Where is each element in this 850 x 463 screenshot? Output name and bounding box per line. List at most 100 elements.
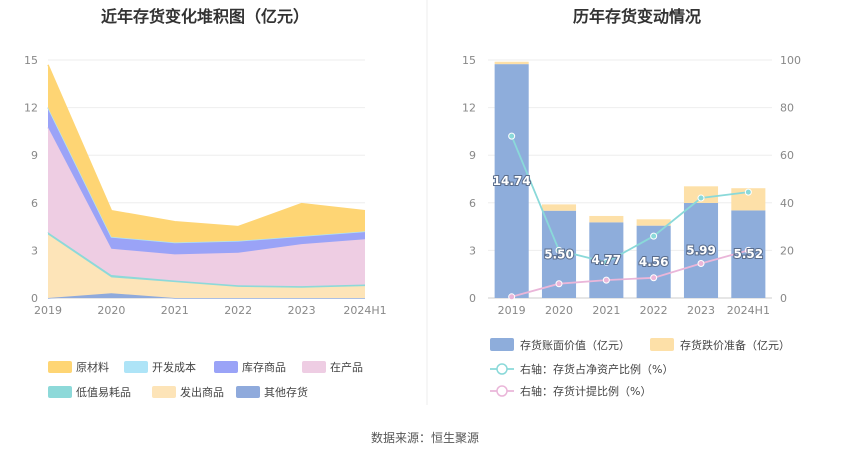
right-x-tick-label: 2019 xyxy=(498,304,526,317)
right-y-axis-left: 0 3 6 9 12 15 xyxy=(462,54,476,305)
bar-data-label: 5.99 xyxy=(686,243,716,257)
line-point-0 xyxy=(602,258,610,266)
left-x-tick-label: 2023 xyxy=(288,304,316,317)
line-point-0 xyxy=(650,232,658,240)
legend-swatch xyxy=(124,361,148,373)
left-y-tick-label: 9 xyxy=(31,149,38,162)
left-x-tick-label: 2019 xyxy=(34,304,62,317)
legend-label: 在产品 xyxy=(330,360,363,374)
legend-label: 低值易耗品 xyxy=(76,386,131,399)
right-x-axis: 2019 2020 2021 2022 2023 2024H1 xyxy=(498,304,770,317)
area-4 xyxy=(48,107,365,255)
line-series-0 xyxy=(510,135,749,264)
bar-data-label: 5.50 xyxy=(544,247,574,261)
line-point-0 xyxy=(508,132,516,140)
line-point-1 xyxy=(697,259,705,267)
legend-swatch xyxy=(302,361,326,373)
right-y2-tick-label: 40 xyxy=(780,197,794,210)
left-x-tick-label: 2022 xyxy=(224,304,252,317)
line-series-1 xyxy=(511,249,749,298)
legend-label: 其他存货 xyxy=(264,385,308,399)
legend-swatch xyxy=(490,338,514,351)
line-point-1 xyxy=(508,293,516,301)
left-x-tick-label: 2024H1 xyxy=(343,304,386,317)
right-y-tick-label: 6 xyxy=(469,197,476,210)
bar-0 xyxy=(683,202,719,298)
area-1 xyxy=(48,234,365,298)
right-y2-tick-label: 0 xyxy=(780,292,787,305)
line-point-1 xyxy=(555,280,563,288)
left-y-tick-label: 0 xyxy=(31,292,38,305)
left-chart-title: 近年存货变化堆积图（亿元） xyxy=(101,7,309,26)
legend-swatch xyxy=(236,386,260,398)
line-point-0 xyxy=(744,188,752,196)
legend-label: 开发成本 xyxy=(152,360,196,374)
area-edge-6 xyxy=(47,64,366,228)
bar-data-label: 14.74 xyxy=(493,174,531,188)
bar-1 xyxy=(636,219,671,226)
line-point-0 xyxy=(555,246,563,254)
left-area-series xyxy=(47,64,366,299)
right-y-tick-label: 12 xyxy=(462,102,476,115)
right-data-labels: 14.74 5.50 4.77 4.56 5.99 5.52 xyxy=(492,173,764,270)
area-6 xyxy=(48,64,365,243)
bar-0 xyxy=(494,64,529,298)
right-bar-series xyxy=(494,61,766,298)
legend-label: 右轴：存货占净资产比例（%） xyxy=(520,362,673,376)
line-point-1 xyxy=(602,276,610,284)
right-x-tick-label: 2023 xyxy=(687,304,715,317)
legend-label: 发出商品 xyxy=(180,385,224,399)
right-y-tick-label: 9 xyxy=(469,149,476,162)
legend-swatch xyxy=(48,361,72,373)
legend-label: 原材料 xyxy=(76,360,109,374)
right-line-series xyxy=(508,132,752,301)
line-point-1 xyxy=(744,246,752,254)
right-chart-title: 历年存货变动情况 xyxy=(573,7,701,26)
bar-data-label: 5.52 xyxy=(734,247,764,261)
bar-data-label: 4.56 xyxy=(639,255,669,269)
right-grid xyxy=(488,59,772,299)
left-y-tick-label: 12 xyxy=(24,102,38,115)
left-x-tick-label: 2020 xyxy=(97,304,125,317)
right-x-tick-label: 2021 xyxy=(592,304,620,317)
line-point-1 xyxy=(650,274,658,282)
bar-1 xyxy=(541,204,577,211)
legend-swatch xyxy=(650,338,674,351)
right-y2-tick-label: 80 xyxy=(780,102,794,115)
left-x-axis: 2019 2020 2021 2022 2023 2024H1 xyxy=(34,304,387,317)
right-y-tick-label: 15 xyxy=(462,54,476,67)
left-x-tick-label: 2021 xyxy=(161,304,189,317)
bar-1 xyxy=(589,215,624,223)
legend-label: 存货账面价值（亿元） xyxy=(520,338,630,352)
right-x-tick-label: 2020 xyxy=(545,304,573,317)
legend-marker xyxy=(496,385,508,397)
right-x-tick-label: 2024H1 xyxy=(727,304,770,317)
right-x-tick-label: 2022 xyxy=(640,304,668,317)
right-y-tick-label: 3 xyxy=(469,244,476,257)
right-y2-tick-label: 20 xyxy=(780,244,794,257)
line-point-0 xyxy=(697,194,705,202)
left-y-tick-label: 15 xyxy=(24,54,38,67)
left-y-axis: 0 3 6 9 12 15 xyxy=(24,54,38,305)
right-legend: 存货账面价值（亿元） 存货跌价准备（亿元） 右轴：存货占净资产比例（%） 右轴：存货计… xyxy=(490,338,790,398)
inventory-bar-line-chart: 历年存货变动情况 14.74 5.50 4.77 4.56 5.99 5.52 0 3 6 9 1… xyxy=(462,7,801,398)
legend-swatch xyxy=(152,386,176,398)
legend-swatch xyxy=(48,386,72,398)
right-y2-tick-label: 100 xyxy=(780,54,801,67)
legend-label: 库存商品 xyxy=(242,360,286,374)
data-source: 数据来源：恒生聚源 xyxy=(371,430,479,445)
bar-data-label: 4.77 xyxy=(592,253,622,267)
legend-marker xyxy=(496,363,508,375)
legend-label: 右轴：存货计提比例（%） xyxy=(520,384,651,398)
right-y-tick-label: 0 xyxy=(469,292,476,305)
left-y-tick-label: 3 xyxy=(31,244,38,257)
left-y-tick-label: 6 xyxy=(31,197,38,210)
bar-1 xyxy=(494,61,529,65)
legend-label: 存货跌价准备（亿元） xyxy=(680,338,790,352)
legend-swatch xyxy=(214,361,238,373)
right-y-axis-right: 0 20 40 60 80 100 xyxy=(780,54,801,305)
